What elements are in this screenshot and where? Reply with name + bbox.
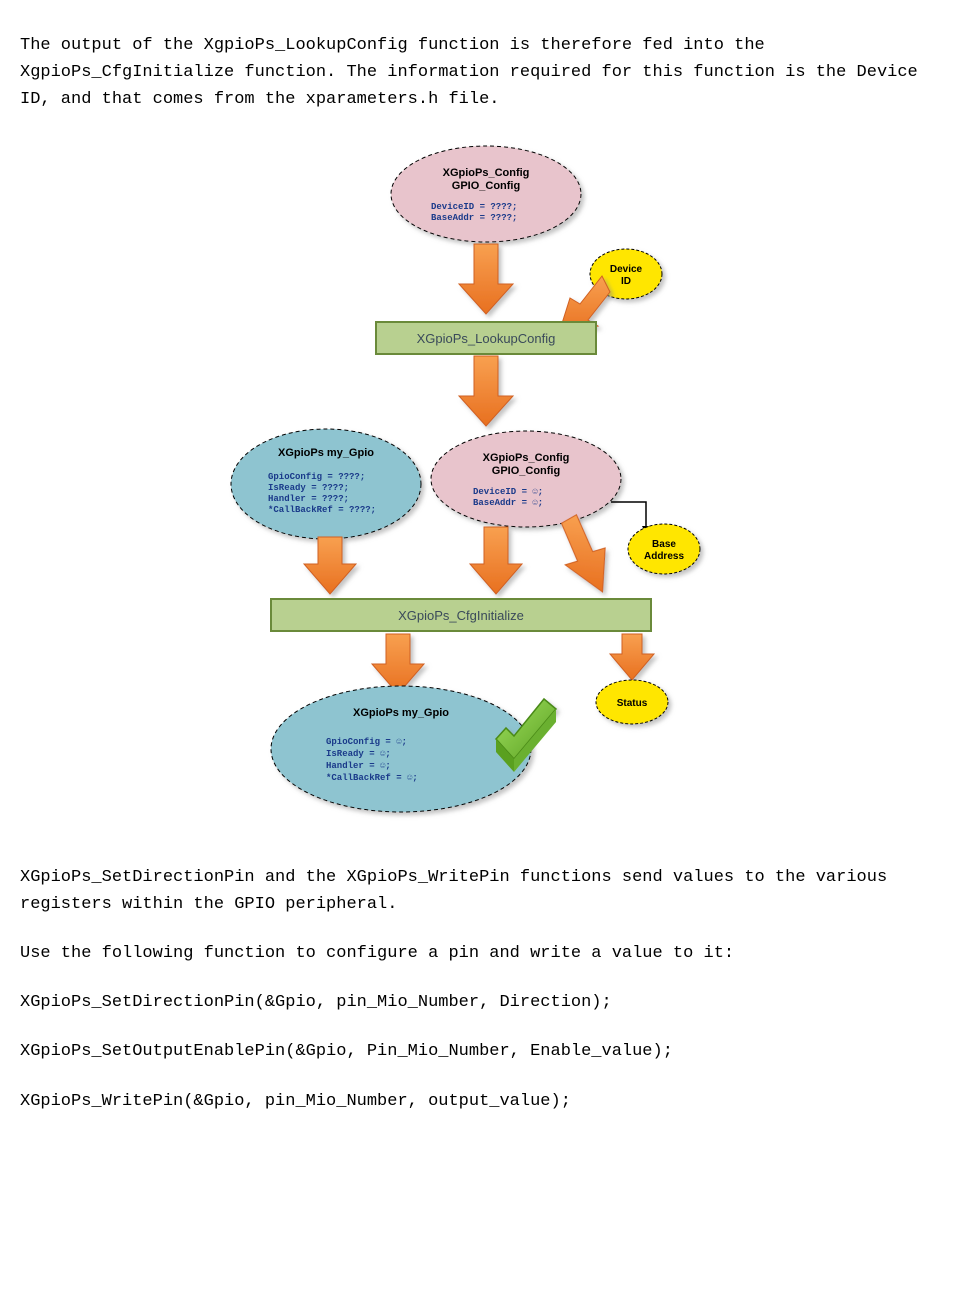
arrow-1 bbox=[459, 244, 513, 314]
svg-text:*CallBackRef = ????;: *CallBackRef = ????; bbox=[268, 505, 376, 515]
node-config-top: XGpioPs_Config GPIO_Config DeviceID = ??… bbox=[391, 146, 581, 242]
svg-text:*CallBackRef = ☺;: *CallBackRef = ☺; bbox=[326, 773, 418, 783]
svg-text:BaseAddr = ????;: BaseAddr = ????; bbox=[431, 213, 517, 223]
arrow-4 bbox=[304, 537, 356, 594]
svg-text:XGpioPs my_Gpio: XGpioPs my_Gpio bbox=[353, 707, 449, 719]
svg-text:Handler = ☺;: Handler = ☺; bbox=[326, 761, 391, 771]
node-my-gpio-ok: XGpioPs my_Gpio GpioConfig = ☺; IsReady … bbox=[271, 686, 531, 812]
node-config-mid: XGpioPs_Config GPIO_Config DeviceID = ☺;… bbox=[431, 431, 621, 527]
paragraph-use: Use the following function to configure … bbox=[20, 940, 951, 967]
arrow-7 bbox=[372, 634, 424, 694]
svg-text:XGpioPs my_Gpio: XGpioPs my_Gpio bbox=[278, 447, 374, 459]
svg-text:XGpioPs_LookupConfig: XGpioPs_LookupConfig bbox=[416, 331, 555, 346]
arrow-3 bbox=[459, 356, 513, 426]
svg-text:Address: Address bbox=[643, 551, 683, 562]
svg-text:Handler = ????;: Handler = ????; bbox=[268, 494, 349, 504]
code-line-3: XGpioPs_WritePin(&Gpio, pin_Mio_Number, … bbox=[20, 1088, 951, 1115]
arrow-6 bbox=[554, 513, 609, 592]
svg-text:Base: Base bbox=[652, 539, 676, 550]
svg-text:GPIO_Config: GPIO_Config bbox=[451, 180, 519, 192]
svg-text:DeviceID = ☺;: DeviceID = ☺; bbox=[473, 487, 543, 497]
svg-text:XGpioPs_CfgInitialize: XGpioPs_CfgInitialize bbox=[398, 608, 524, 623]
node-cfginit: XGpioPs_CfgInitialize bbox=[271, 599, 651, 631]
node-lookup: XGpioPs_LookupConfig bbox=[376, 322, 596, 354]
svg-text:GPIO_Config: GPIO_Config bbox=[491, 465, 559, 477]
svg-text:Status: Status bbox=[616, 698, 647, 709]
svg-text:XGpioPs_Config: XGpioPs_Config bbox=[482, 452, 569, 464]
node-my-gpio-unknown: XGpioPs my_Gpio GpioConfig = ????; IsRea… bbox=[231, 429, 421, 539]
svg-text:IsReady = ????;: IsReady = ????; bbox=[268, 483, 349, 493]
paragraph-functions: XGpioPs_SetDirectionPin and the XGpioPs_… bbox=[20, 864, 951, 918]
flow-diagram: XGpioPs_Config GPIO_Config DeviceID = ??… bbox=[20, 144, 951, 824]
arrow-8 bbox=[610, 634, 654, 680]
svg-text:XGpioPs_Config: XGpioPs_Config bbox=[442, 167, 529, 179]
svg-text:DeviceID = ????;: DeviceID = ????; bbox=[431, 202, 517, 212]
arrow-5 bbox=[470, 527, 522, 594]
svg-text:ID: ID bbox=[621, 276, 631, 287]
svg-text:GpioConfig = ????;: GpioConfig = ????; bbox=[268, 472, 365, 482]
node-base-address: Base Address bbox=[611, 502, 700, 574]
svg-text:IsReady = ☺;: IsReady = ☺; bbox=[326, 749, 391, 759]
code-line-1: XGpioPs_SetDirectionPin(&Gpio, pin_Mio_N… bbox=[20, 989, 951, 1016]
svg-text:Device: Device bbox=[609, 264, 642, 275]
svg-text:BaseAddr = ☺;: BaseAddr = ☺; bbox=[473, 498, 543, 508]
svg-text:GpioConfig = ☺;: GpioConfig = ☺; bbox=[326, 737, 407, 747]
intro-paragraph: The output of the XgpioPs_LookupConfig f… bbox=[20, 32, 951, 114]
code-line-2: XGpioPs_SetOutputEnablePin(&Gpio, Pin_Mi… bbox=[20, 1038, 951, 1065]
node-status: Status bbox=[596, 680, 668, 724]
